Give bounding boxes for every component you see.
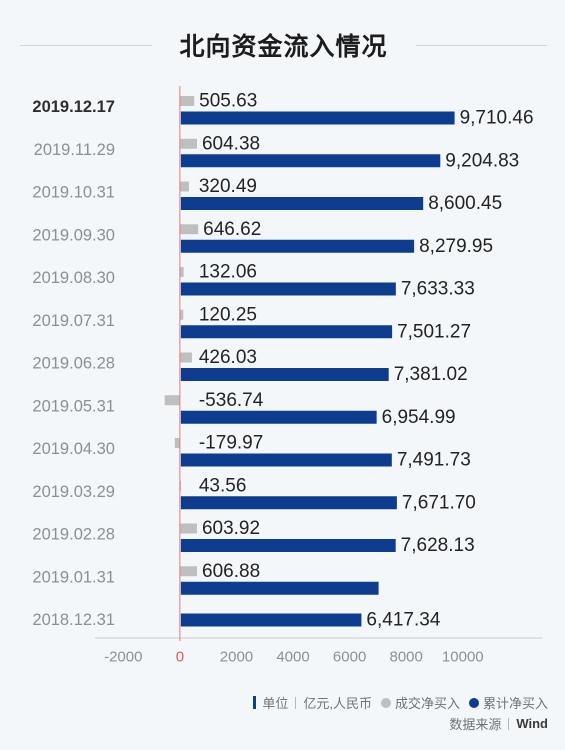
net-buy-bar (179, 138, 197, 149)
source-note: 数据来源 Wind (449, 714, 548, 733)
cumulative-net-buy-bar (180, 410, 377, 424)
source-value: Wind (516, 716, 548, 731)
cumulative-net-buy-bar (180, 539, 396, 552)
x-tick-label: 2000 (220, 649, 253, 666)
cumulative-value-label: 7,491.73 (397, 450, 471, 471)
net-buy-bar (179, 181, 189, 192)
cumulative-value-label: 8,279.95 (419, 236, 493, 257)
cumulative-value-label: 9,710.46 (460, 108, 534, 129)
category-label: 2019.06.28 (32, 355, 115, 373)
cumulative-value-label: 9,204.83 (445, 150, 519, 171)
category-label: 2019.08.30 (32, 269, 115, 287)
cumulative-net-buy-bar (180, 325, 393, 339)
net-buy-value-label: 132.06 (199, 262, 257, 283)
category-label: 2019.12.17 (32, 98, 115, 116)
x-tick-label: -2000 (104, 649, 142, 666)
source-label: 数据来源 (449, 717, 502, 732)
x-tick-label: 6000 (333, 649, 366, 666)
cumulative-value-label: 7,381.02 (394, 364, 468, 385)
net-buy-value-label: 603.92 (202, 518, 260, 539)
cumulative-net-buy-bar (180, 368, 389, 381)
cumulative-net-buy-bar (180, 613, 362, 627)
source-separator (508, 717, 510, 730)
cumulative-value-label: 7,671.70 (402, 492, 476, 513)
category-label: 2019.05.31 (32, 397, 115, 415)
net-buy-bar (179, 480, 182, 491)
x-tick-label: 4000 (276, 649, 309, 666)
cumulative-value-label: 8,600.45 (428, 193, 502, 214)
net-buy-value-label: 505.63 (199, 91, 257, 112)
net-buy-bar (179, 309, 184, 320)
category-label: 2019.02.28 (32, 526, 115, 544)
net-buy-bar (179, 224, 199, 235)
cumulative-value-label: 6,954.99 (382, 407, 456, 428)
title-row: 北向资金流入情况 (20, 28, 548, 62)
plot-area: 2019.12.17 505.63 9,710.46 2019.11.29 604.38… (32, 86, 542, 666)
cumulative-value-label: 7,628.13 (401, 535, 475, 556)
net-buy-value-label: -536.74 (199, 390, 264, 411)
cumulative-value-label: 6,417.34 (366, 610, 440, 631)
legend-label-net-buy: 成交净买入 (394, 696, 460, 711)
category-label: 2019.03.29 (32, 483, 115, 501)
legend-separator (295, 696, 297, 709)
net-buy-value-label: 320.49 (199, 176, 257, 197)
net-buy-value-label: 604.38 (202, 133, 260, 154)
legend-label-cumulative-net-buy: 累计净买入 (482, 696, 548, 711)
category-label: 2019.04.30 (32, 440, 115, 458)
category-label: 2019.09.30 (32, 226, 115, 244)
category-label: 2019.11.29 (34, 141, 115, 159)
x-tick-label: 8000 (390, 649, 423, 666)
net-buy-value-label: 606.88 (202, 561, 260, 582)
cumulative-net-buy-bar (180, 111, 455, 125)
x-tick-label: 10000 (442, 649, 484, 666)
chart-title: 北向资金流入情况 (179, 33, 388, 61)
category-label: 2018.12.31 (32, 611, 115, 629)
net-buy-bar (164, 395, 180, 406)
legend-swatch-cumulative-net-buy (468, 697, 479, 708)
net-buy-bar (179, 267, 184, 277)
net-buy-value-label: 43.56 (199, 475, 247, 496)
cumulative-net-buy-bar (180, 197, 424, 210)
legend-swatch-net-buy (380, 697, 391, 708)
category-label: 2019.10.31 (32, 184, 115, 202)
category-label: 2019.07.31 (32, 312, 115, 330)
net-buy-bar (179, 523, 197, 534)
unit-label: 单位 (262, 696, 289, 711)
cumulative-net-buy-bar (180, 154, 441, 168)
x-tick-label: 0 (176, 649, 184, 666)
title-rule-right (415, 44, 548, 46)
cumulative-net-buy-bar (180, 239, 415, 253)
category-label: 2019.01.31 (32, 568, 115, 586)
legend: 单位 亿元,人民币 成交净买入 累计净买入 (253, 693, 548, 712)
net-buy-value-label: -179.97 (199, 433, 263, 454)
unit-marker (253, 696, 257, 709)
net-buy-value-label: 426.03 (199, 347, 257, 368)
cumulative-value-label: 7,633.33 (401, 279, 475, 300)
cumulative-net-buy-bar (180, 581, 379, 595)
net-buy-bar (179, 352, 192, 363)
cumulative-net-buy-bar (180, 496, 397, 510)
cumulative-value-label: 7,501.27 (397, 321, 471, 342)
cumulative-net-buy-bar (180, 453, 392, 467)
net-buy-value-label: 120.25 (199, 304, 257, 325)
net-buy-bar (179, 96, 195, 106)
net-buy-bar (174, 438, 180, 448)
unit-value: 亿元,人民币 (303, 696, 372, 711)
cumulative-net-buy-bar (180, 282, 396, 296)
net-buy-value-label: 646.62 (203, 219, 261, 240)
title-rule-left (20, 44, 152, 46)
net-buy-bar (179, 566, 198, 577)
